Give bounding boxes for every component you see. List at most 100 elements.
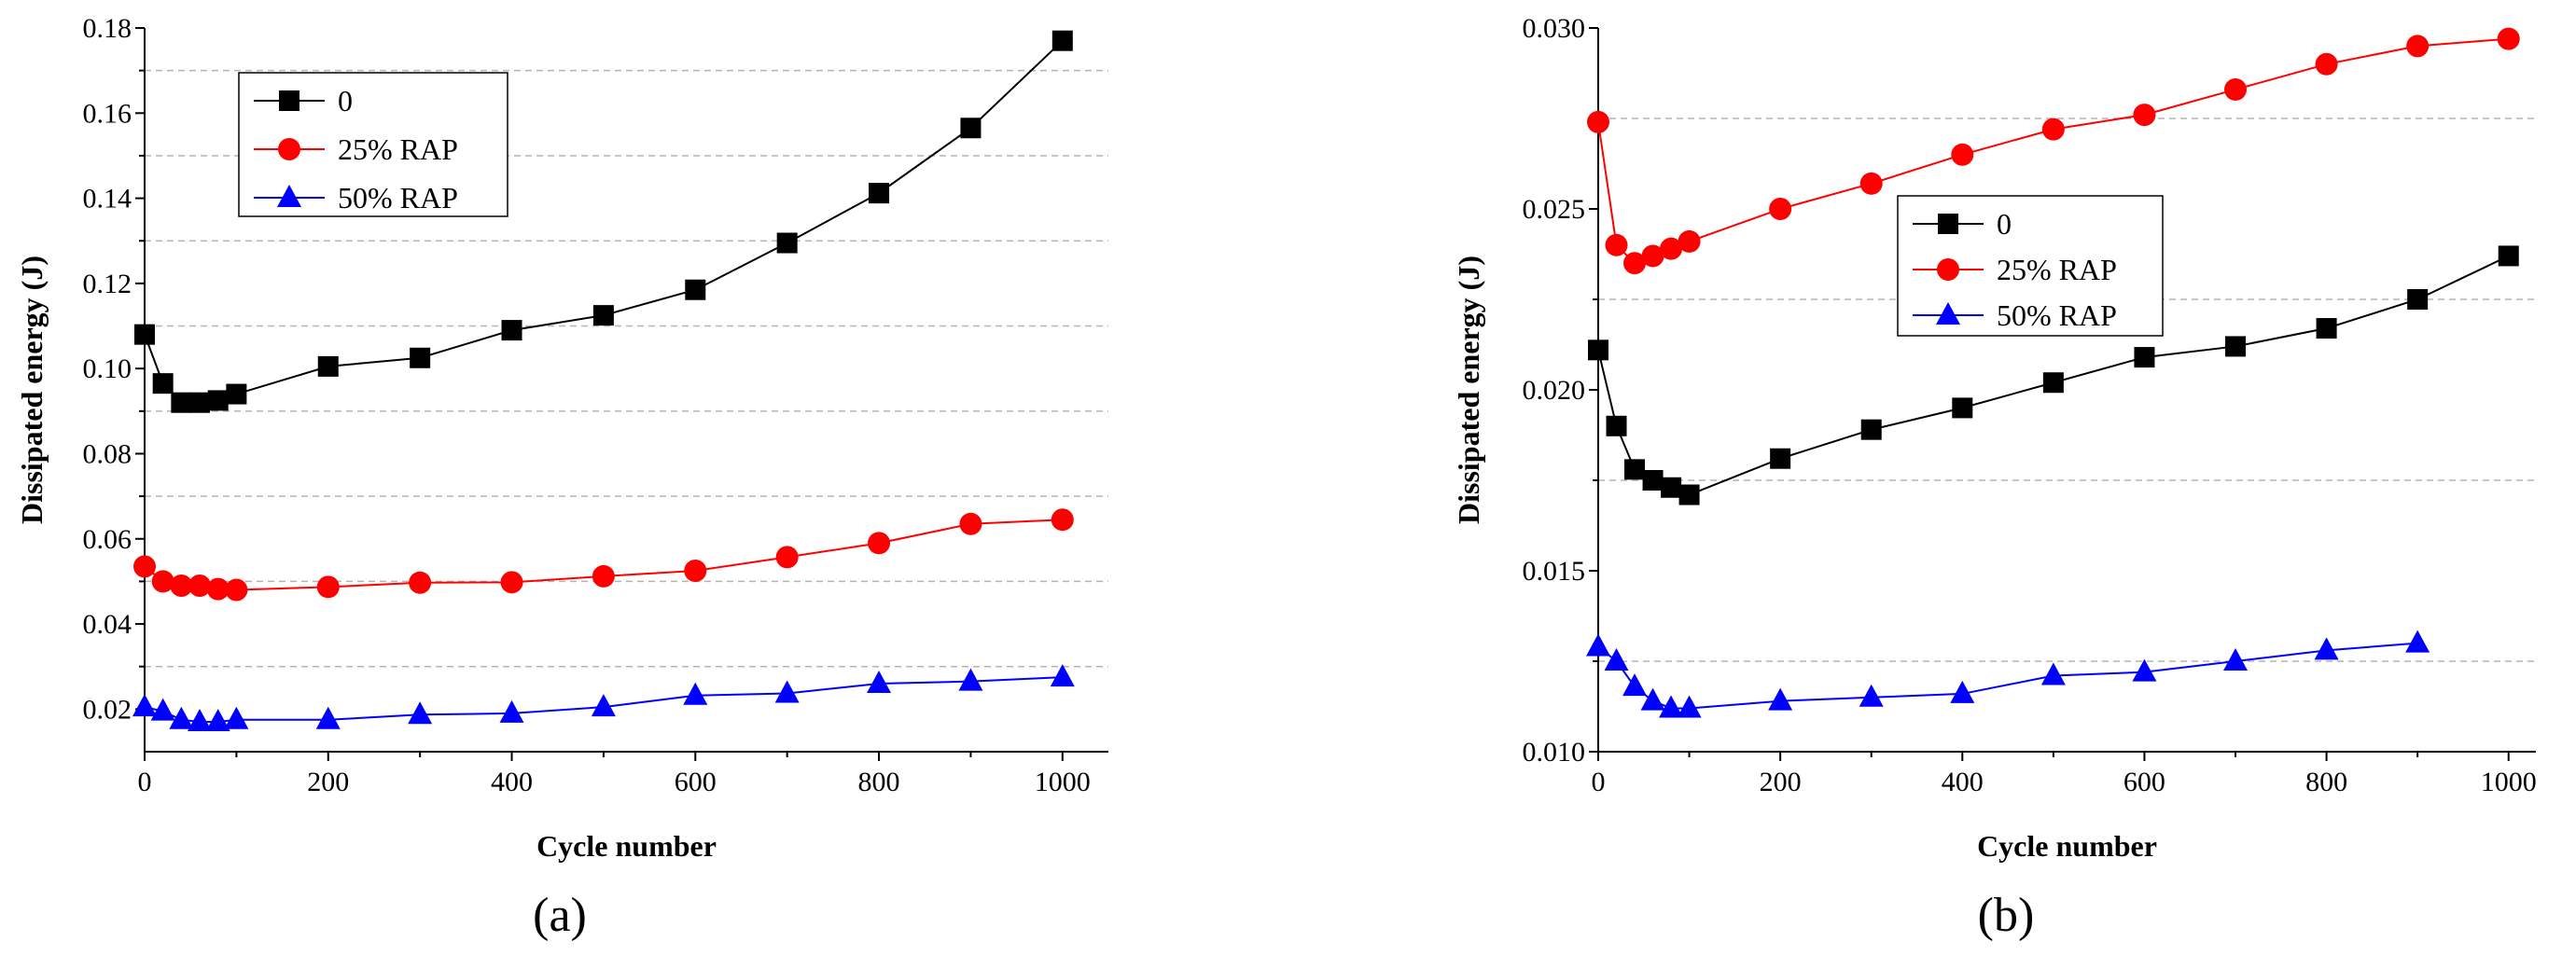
data-point-0 xyxy=(1860,419,1882,440)
x-tick-label: 600 xyxy=(2123,767,2165,797)
data-point-50-rap xyxy=(1586,633,1610,657)
data-point-50-rap xyxy=(169,706,194,729)
x-tick-label: 400 xyxy=(491,767,533,797)
data-point-0 xyxy=(2498,245,2519,267)
data-point-50-rap xyxy=(188,709,213,732)
data-point-50-rap xyxy=(499,699,524,723)
data-point-50-rap xyxy=(1768,687,1793,711)
data-point-25-rap xyxy=(1587,110,1609,133)
data-point-50-rap xyxy=(224,706,249,729)
data-point-25-rap xyxy=(151,570,174,593)
data-point-25-rap xyxy=(1641,244,1664,268)
data-point-25-rap xyxy=(2497,27,2520,50)
legend-label: 0 xyxy=(338,84,353,118)
data-point-25-rap xyxy=(1051,508,1074,532)
data-point-50-rap xyxy=(683,682,708,705)
data-point-50-rap xyxy=(958,668,983,691)
y-tick-label: 0.12 xyxy=(83,269,132,299)
legend-marker xyxy=(1937,258,1959,281)
data-point-50-rap xyxy=(1640,687,1665,711)
data-point-0 xyxy=(189,392,211,413)
y-tick-label: 0.020 xyxy=(1523,375,1586,406)
data-point-50-rap xyxy=(2132,658,2157,682)
legend-marker xyxy=(279,90,299,111)
data-point-50-rap xyxy=(774,680,800,703)
data-point-25-rap xyxy=(592,564,615,588)
legend-marker xyxy=(1938,214,1958,234)
legend-marker xyxy=(1936,302,1960,325)
data-point-0 xyxy=(1770,448,1791,469)
data-point-0 xyxy=(134,324,155,345)
data-point-25-rap xyxy=(1859,172,1883,195)
y-tick-label: 0.06 xyxy=(83,524,132,555)
legend-item: 25% RAP xyxy=(1913,253,2117,286)
y-tick-label: 0.025 xyxy=(1523,194,1586,225)
data-point-0 xyxy=(171,392,192,413)
legend-item: 0 xyxy=(254,84,353,118)
x-tick-label: 0 xyxy=(1592,767,1606,797)
data-point-50-rap xyxy=(1950,680,1975,703)
data-point-0 xyxy=(1588,339,1608,361)
data-point-0 xyxy=(1624,459,1646,480)
data-point-50-rap xyxy=(2405,630,2430,653)
y-tick-label: 0.02 xyxy=(83,694,132,725)
data-point-0 xyxy=(1051,30,1073,51)
x-tick-label: 800 xyxy=(858,767,900,797)
legend: 0 25% RAP 50% RAP xyxy=(1897,195,2164,337)
legend-item: 0 xyxy=(1913,207,2012,241)
data-point-0 xyxy=(869,183,890,204)
data-point-50-rap xyxy=(205,709,230,732)
data-point-25-rap xyxy=(868,532,891,555)
data-point-50-rap xyxy=(315,706,341,729)
data-point-0 xyxy=(317,355,339,377)
data-point-0 xyxy=(776,232,798,254)
legend-label: 25% RAP xyxy=(1997,253,2117,286)
data-point-50-rap xyxy=(2223,648,2249,671)
data-point-25-rap xyxy=(500,571,523,594)
y-tick-label: 0.04 xyxy=(83,609,132,640)
data-point-0 xyxy=(207,390,229,411)
data-point-50-rap xyxy=(408,701,433,725)
x-tick-label: 1000 xyxy=(2481,767,2537,797)
data-point-0 xyxy=(1952,397,1973,419)
data-point-25-rap xyxy=(2406,35,2430,58)
data-point-0 xyxy=(2316,318,2337,339)
x-tick-label: 1000 xyxy=(1035,767,1091,797)
panel-label: (a) xyxy=(533,889,587,942)
chart-panel-b: 0 200 400 600 800 1000 0.010 0.015 0.020 0.025 0.0… xyxy=(1452,13,2537,942)
data-point-25-rap xyxy=(2224,77,2248,101)
data-point-0 xyxy=(1661,477,1682,498)
data-point-50-rap xyxy=(591,694,616,717)
data-point-50-rap xyxy=(1622,673,1648,697)
data-point-0 xyxy=(2042,372,2064,394)
data-point-50-rap xyxy=(1604,648,1629,671)
y-axis-title: Dissipated energy (J) xyxy=(15,256,49,524)
data-point-0 xyxy=(501,320,522,341)
y-tick-label: 0.16 xyxy=(83,98,132,129)
data-point-25-rap xyxy=(316,575,340,599)
data-point-50-rap xyxy=(2040,662,2066,685)
series-line-50-rap xyxy=(1597,642,2418,710)
x-axis-title: Cycle number xyxy=(1977,829,2157,863)
x-axis-title: Cycle number xyxy=(536,829,717,863)
data-point-0 xyxy=(1642,470,1664,491)
data-point-0 xyxy=(1678,484,1700,505)
data-point-25-rap xyxy=(225,578,248,602)
x-tick-label: 800 xyxy=(2305,767,2347,797)
data-point-25-rap xyxy=(2315,52,2338,76)
panel-label: (b) xyxy=(1978,889,2035,942)
data-point-25-rap xyxy=(2133,104,2156,127)
x-tick-label: 600 xyxy=(675,767,717,797)
data-point-50-rap xyxy=(2314,637,2339,660)
data-point-50-rap xyxy=(1659,695,1684,718)
data-point-0 xyxy=(152,373,174,394)
y-tick-label: 0.10 xyxy=(83,353,132,384)
y-tick-label: 0.015 xyxy=(1523,556,1586,587)
data-point-0 xyxy=(685,279,706,300)
data-point-0 xyxy=(410,347,431,368)
y-axis-title: Dissipated energy (J) xyxy=(1452,256,1485,524)
legend-item: 50% RAP xyxy=(254,181,458,215)
data-point-0 xyxy=(2407,289,2429,310)
data-point-0 xyxy=(2134,347,2155,368)
data-point-0 xyxy=(960,118,982,139)
